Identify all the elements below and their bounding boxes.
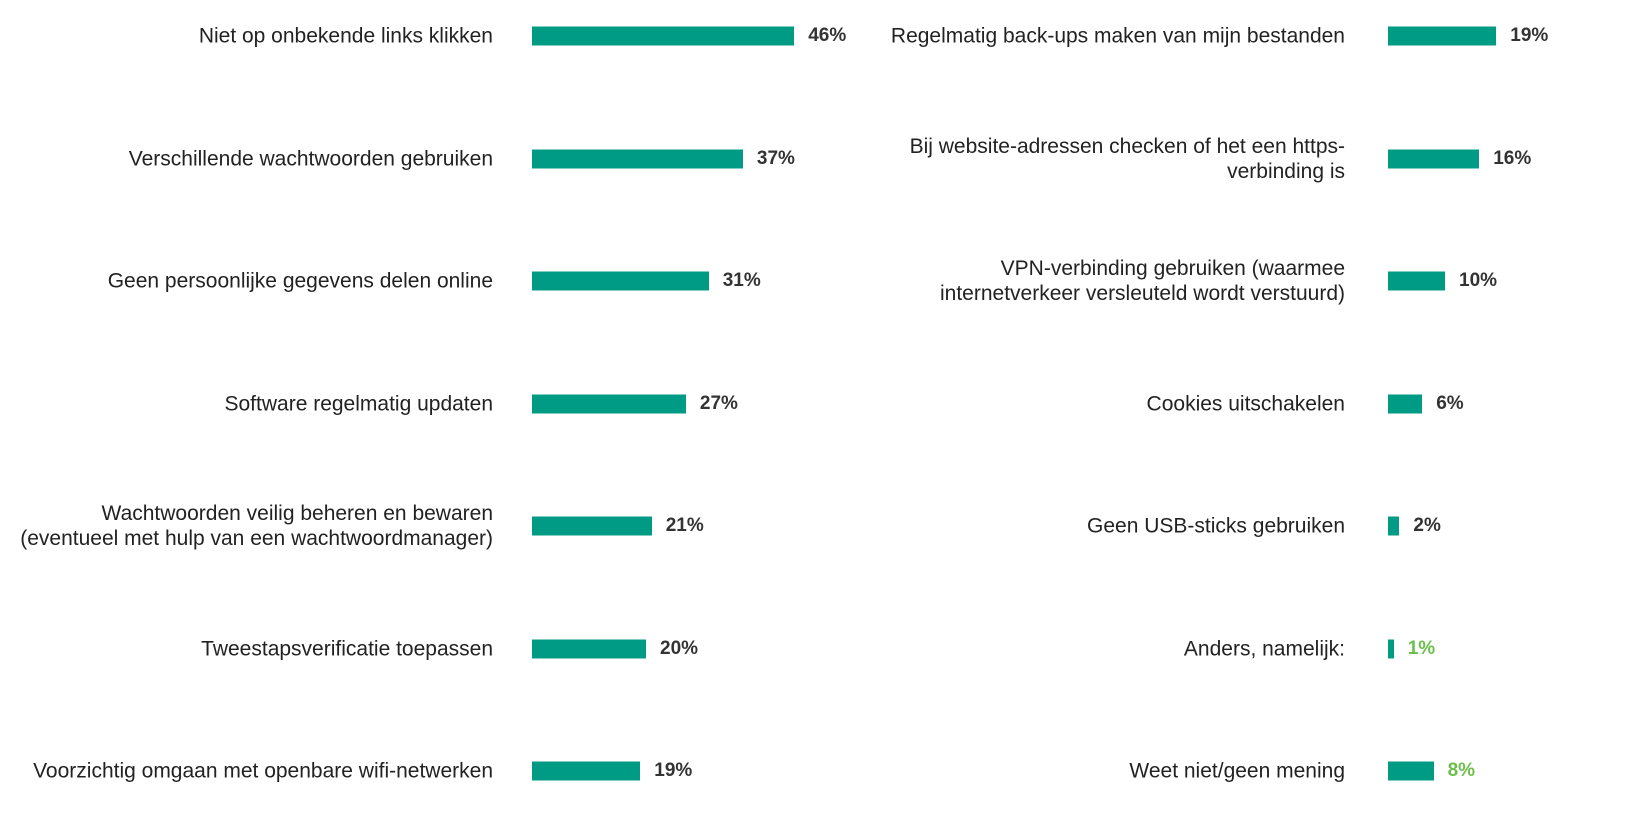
category-label: Geen persoonlijke gegevens delen online (107, 269, 493, 293)
bar (532, 394, 686, 413)
bar (532, 26, 795, 46)
category-label: Tweestapsverificatie toepassen (201, 637, 493, 660)
category-label: Voorzichtig omgaan met openbare wifi-net… (33, 759, 493, 783)
bar (1388, 149, 1480, 168)
category-label: Weet niet/geen mening (1129, 759, 1345, 783)
value-label: 6% (1436, 392, 1464, 414)
value-label: 2% (1413, 515, 1441, 536)
value-label: 16% (1493, 147, 1532, 169)
value-label: 1% (1407, 637, 1436, 659)
value-label: 27% (699, 392, 738, 414)
value-label: 46% (808, 25, 847, 46)
category-label: Verschillende wachtwoorden gebruiken (128, 147, 493, 170)
category-label: VPN-verbinding gebruiken (waarmee intern… (939, 257, 1345, 305)
bar (1388, 271, 1445, 291)
bar (1388, 394, 1423, 413)
value-label: 21% (665, 515, 704, 536)
bar (1388, 516, 1400, 536)
bar (1388, 639, 1394, 658)
bar (532, 639, 646, 658)
value-label: 20% (660, 637, 699, 659)
value-label: 19% (654, 760, 693, 781)
bar (1388, 761, 1434, 781)
bar (1388, 26, 1497, 46)
category-label: Software regelmatig updaten (224, 392, 494, 415)
bar (532, 149, 743, 168)
value-label: 31% (722, 270, 761, 291)
category-label: Bij website-adressen checken of het een … (909, 134, 1345, 183)
value-label: 37% (756, 147, 795, 169)
value-label: 8% (1447, 760, 1476, 781)
bar (532, 271, 709, 291)
category-label: Niet op onbekende links klikken (198, 24, 493, 48)
value-label: 10% (1459, 270, 1498, 291)
category-label: Wachtwoorden veilig beheren en bewaren (… (20, 502, 493, 550)
value-label: 19% (1510, 25, 1549, 46)
bar (532, 761, 641, 781)
category-label: Geen USB-sticks gebruiken (1087, 514, 1345, 538)
category-label: Cookies uitschakelen (1146, 392, 1345, 415)
category-label: Anders, namelijk: (1183, 637, 1345, 660)
bar (532, 516, 652, 536)
category-label: Regelmatig back-ups maken van mijn besta… (890, 24, 1345, 48)
